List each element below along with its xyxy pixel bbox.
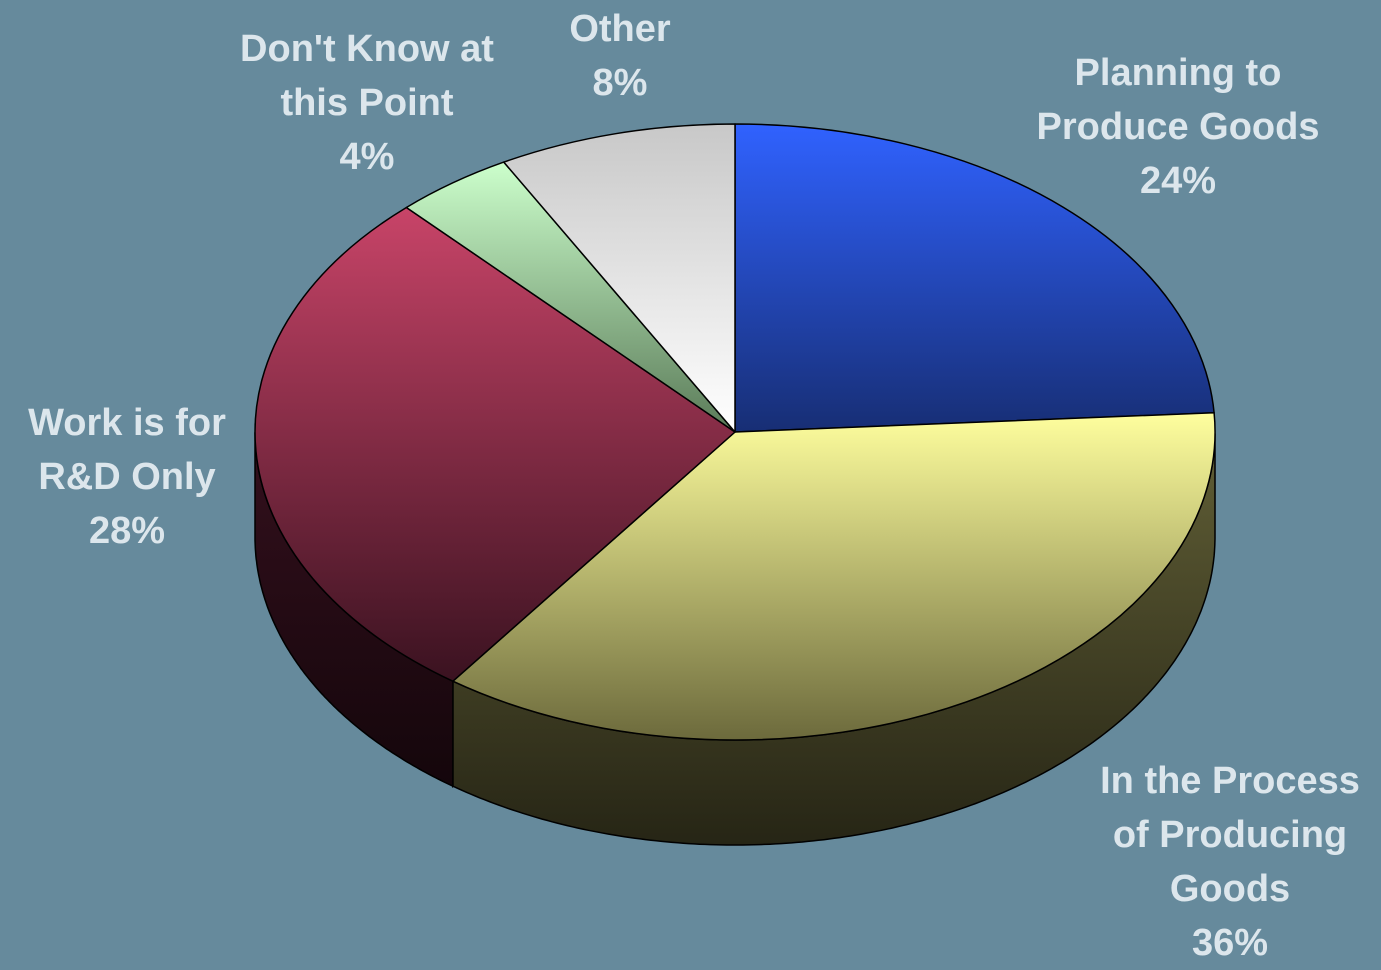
slice-label-line: of Producing — [1112, 814, 1348, 856]
slice-label-line: R&D Only — [38, 456, 216, 498]
slice-label-line: In the Process — [1100, 760, 1360, 802]
slice-value-label: 4% — [339, 136, 395, 178]
pie-slice-in-the-process-of-producing-goods — [452, 411, 1216, 741]
slice-value-label: 24% — [1139, 160, 1217, 202]
slice-label-dont-know: Don't Know at this Point 4% — [240, 22, 494, 184]
pie-slice-work-is-for-r-d-only — [254, 206, 736, 682]
pie-slice-planning-to-produce-goods — [734, 123, 1215, 433]
slice-label-line: Planning to — [1074, 52, 1282, 94]
slice-label-line: Goods — [1169, 868, 1291, 910]
slice-value-label: 8% — [592, 62, 648, 104]
pie-slice-other — [503, 123, 736, 433]
slice-label-planning: Planning to Produce Goods 24% — [1037, 46, 1320, 208]
slice-label-line: Other — [569, 8, 671, 50]
slice-value-label: 36% — [1191, 922, 1269, 964]
slice-label-line: Work is for — [28, 402, 226, 444]
slice-label-line: Don't Know at — [240, 28, 494, 70]
slice-label-other: Other 8% — [569, 2, 670, 110]
slice-label-line: Produce Goods — [1036, 106, 1320, 148]
slice-label-in-process: In the Process of Producing Goods 36% — [1100, 754, 1360, 970]
pie-top-layer — [254, 123, 1216, 741]
slice-value-label: 28% — [88, 510, 166, 552]
slice-label-line: this Point — [280, 82, 454, 124]
slice-label-rnd: Work is for R&D Only 28% — [28, 396, 226, 558]
